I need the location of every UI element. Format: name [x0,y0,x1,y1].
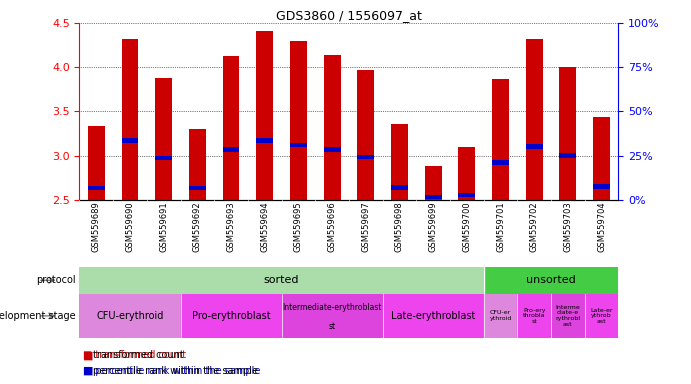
Text: GSM559693: GSM559693 [227,202,236,252]
Bar [223,147,240,152]
Bar [323,147,341,152]
Text: ■ percentile rank within the sample: ■ percentile rank within the sample [83,366,261,376]
Text: ■: ■ [83,350,93,360]
Text: GSM559696: GSM559696 [328,202,337,252]
Bar [585,294,618,338]
Text: GSM559698: GSM559698 [395,202,404,252]
Text: transformed count: transformed count [93,350,184,360]
Bar [357,155,375,159]
Bar [492,161,509,165]
Text: sorted: sorted [264,275,299,285]
Bar [79,267,484,294]
Bar [122,39,138,200]
Bar [458,147,475,200]
Bar [357,70,375,200]
Text: GSM559691: GSM559691 [159,202,168,252]
Text: GSM559689: GSM559689 [92,202,101,252]
Bar [256,31,273,200]
Bar [256,138,273,143]
Text: GSM559703: GSM559703 [563,202,572,252]
Text: GSM559702: GSM559702 [530,202,539,252]
Bar [391,185,408,190]
Text: CFU-er
ythroid: CFU-er ythroid [489,310,512,321]
Text: GSM559692: GSM559692 [193,202,202,252]
Text: GSM559701: GSM559701 [496,202,505,252]
Text: GSM559700: GSM559700 [462,202,471,252]
Text: ■ transformed count: ■ transformed count [83,350,186,360]
Bar [458,193,475,197]
Bar [290,143,307,147]
Bar [560,153,576,158]
Bar [155,156,172,161]
Bar [492,79,509,200]
Text: st: st [328,323,336,331]
Bar [518,294,551,338]
Text: GSM559699: GSM559699 [428,202,437,252]
Bar [391,124,408,200]
Text: development stage: development stage [0,311,76,321]
Bar [593,117,610,200]
Text: GSM559695: GSM559695 [294,202,303,252]
Text: Late-er
ythrob
ast: Late-er ythrob ast [590,308,613,324]
Bar [560,67,576,200]
Bar [383,294,484,338]
Bar [526,144,542,149]
Text: GSM559704: GSM559704 [597,202,606,252]
Bar [281,294,383,338]
Bar [484,294,518,338]
Text: Intermediate-erythroblast: Intermediate-erythroblast [283,303,382,311]
Bar [88,186,105,190]
Text: Pro-erythroblast: Pro-erythroblast [191,311,270,321]
Text: percentile rank within the sample: percentile rank within the sample [93,366,258,376]
Text: GSM559690: GSM559690 [126,202,135,252]
Text: Pro-ery
throbla
st: Pro-ery throbla st [523,308,545,324]
Title: GDS3860 / 1556097_at: GDS3860 / 1556097_at [276,9,422,22]
Bar [526,39,542,200]
Bar [180,294,281,338]
Text: CFU-erythroid: CFU-erythroid [96,311,164,321]
Text: Late-erythroblast: Late-erythroblast [391,311,475,321]
Bar [593,184,610,189]
Bar [425,195,442,199]
Bar [79,294,180,338]
Text: GSM559694: GSM559694 [261,202,269,252]
Text: ■: ■ [83,366,93,376]
Bar [189,129,206,200]
Bar [88,126,105,200]
Bar [484,267,618,294]
Bar [155,78,172,200]
Bar [323,55,341,200]
Text: unsorted: unsorted [527,275,576,285]
Bar [189,186,206,190]
Bar [425,166,442,200]
Bar [223,56,240,200]
Bar [551,294,585,338]
Text: protocol: protocol [37,275,76,285]
Text: Interme
diate-e
rythrobl
ast: Interme diate-e rythrobl ast [556,305,580,327]
Bar [122,138,138,143]
Text: GSM559697: GSM559697 [361,202,370,252]
Bar [290,41,307,200]
